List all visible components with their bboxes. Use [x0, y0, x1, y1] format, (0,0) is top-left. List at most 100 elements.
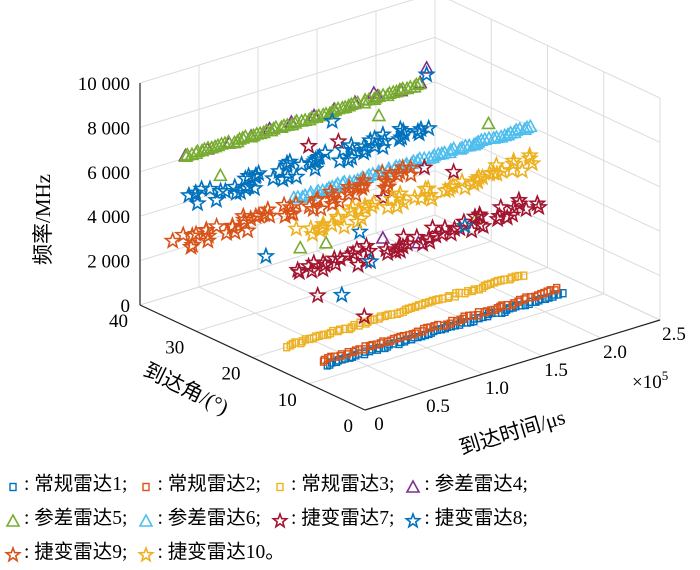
data-point [497, 207, 517, 226]
data-point [435, 218, 455, 236]
data-point [421, 298, 429, 308]
data-point [376, 312, 385, 321]
data-point [559, 289, 567, 298]
legend-row: : 参差雷达5;: 参差雷达6;: 捷变雷达7;: 捷变雷达8; [4, 502, 700, 536]
data-point [286, 194, 306, 212]
legend-label: 常规雷达1; [34, 474, 128, 495]
legend-item: : 捷变雷达10。 [137, 536, 285, 570]
data-point [463, 287, 472, 296]
data-point [334, 217, 354, 235]
z-tick-label: 10 000 [78, 74, 130, 95]
data-point-outlier [256, 246, 276, 265]
legend-item: : 参差雷达5; [4, 502, 127, 536]
data-point [470, 285, 479, 294]
gridline [448, 0, 661, 99]
data-point [342, 140, 362, 159]
legend-separator: : [24, 474, 35, 495]
data-point [315, 142, 335, 161]
z-tick-label: 2 000 [87, 252, 130, 273]
data-point [517, 121, 533, 136]
legend-label: 参差雷达4; [434, 474, 528, 495]
data-point [553, 283, 561, 293]
data-point [234, 210, 254, 228]
data-point [263, 168, 283, 187]
data-point [419, 228, 439, 247]
x-tick-label: 1.0 [485, 378, 509, 399]
data-marks [163, 60, 567, 370]
data-point [390, 184, 410, 202]
data-point [454, 212, 474, 230]
data-point [522, 293, 530, 302]
x-axis-label: 到达时间/μs [456, 405, 568, 460]
data-point [274, 119, 289, 133]
data-point [354, 170, 373, 189]
data-point [245, 178, 264, 197]
data-point [509, 190, 529, 209]
legend-label: 捷变雷达10。 [167, 542, 285, 563]
data-point [401, 158, 421, 176]
data-point [301, 335, 310, 344]
data-point [281, 197, 301, 216]
data-point [407, 303, 416, 312]
data-point [435, 295, 443, 304]
z-tick-label: 6 000 [87, 163, 130, 184]
gridline [308, 293, 604, 385]
legend-label: 捷变雷达8; [434, 508, 528, 529]
legend-label: 捷变雷达9; [34, 542, 128, 563]
data-point [356, 236, 376, 255]
data-point [400, 337, 409, 346]
star-marker-icon [271, 511, 289, 529]
data-point [319, 330, 327, 340]
data-point [507, 273, 516, 282]
y-tick-label: 40 [109, 311, 128, 332]
data-point [239, 177, 259, 195]
legend-label: 参差雷达5; [34, 508, 128, 529]
legend-marker [139, 512, 154, 527]
data-point [470, 204, 489, 223]
y-axis-label: 到达角/(°) [140, 358, 233, 420]
data-point [337, 99, 353, 113]
data-point [280, 152, 300, 170]
x-multiplier: ×105 [632, 368, 668, 393]
gridline [139, 214, 436, 306]
legend-separator: : [157, 542, 168, 563]
legend-row: : 常规雷达1;: 常规雷达2;: 常规雷达3;: 参差雷达4; [4, 468, 700, 502]
data-point [258, 199, 278, 218]
data-point [204, 140, 220, 154]
y-tick-label: 20 [222, 364, 241, 385]
series-10 [287, 145, 542, 243]
gridline [434, 81, 661, 188]
data-point [506, 275, 514, 284]
legend-item: : 参差雷达4; [404, 468, 528, 502]
data-point-outlier [308, 285, 327, 304]
z-tick-label: 0 [121, 296, 131, 317]
data-point [327, 352, 335, 362]
data-point [249, 163, 269, 182]
triangle-marker-icon [406, 478, 421, 493]
data-point [520, 148, 539, 167]
data-point [503, 300, 511, 310]
data-point [389, 187, 409, 206]
data-point [373, 163, 392, 181]
data-point [184, 146, 200, 161]
data-point [520, 271, 528, 280]
data-point [411, 329, 420, 338]
data-point [452, 141, 468, 155]
data-point [460, 312, 468, 321]
data-point-outlier [213, 167, 228, 182]
legend: : 常规雷达1;: 常规雷达2;: 常规雷达3;: 参差雷达4;: 参差雷达5;… [4, 468, 700, 570]
legend-separator: : [24, 542, 35, 563]
legend-marker [4, 545, 22, 563]
legend-separator: : [424, 474, 435, 495]
data-point [368, 340, 376, 350]
data-point [330, 249, 350, 267]
data-point [487, 155, 506, 174]
data-point [207, 138, 223, 153]
data-point [194, 142, 210, 157]
data-point-outlier [371, 107, 387, 122]
data-point [211, 181, 230, 200]
series-8 [179, 64, 475, 303]
data-point [347, 95, 362, 110]
data-point [354, 175, 374, 194]
